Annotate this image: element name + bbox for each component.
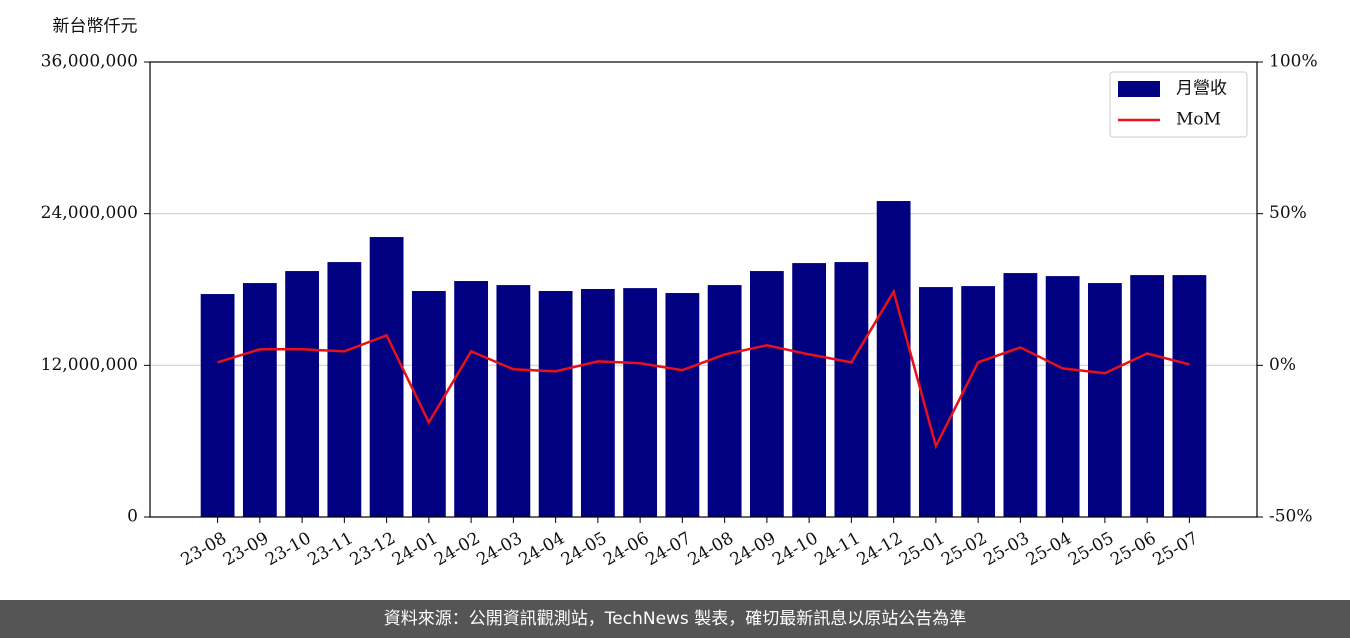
bar — [834, 262, 869, 517]
x-tick-label: 24-12 — [854, 528, 906, 570]
chart: 新台幣仟元 0 12,000,000 24,000,000 36,000,000 -50… — [41, 17, 1318, 571]
bar — [665, 293, 700, 517]
bar — [285, 271, 320, 517]
plot-frame — [149, 61, 1258, 518]
bar — [1087, 283, 1122, 517]
y2-tick-label: 100% — [1269, 52, 1318, 72]
legend-label: 月營收 — [1176, 79, 1227, 99]
line — [217, 288, 1190, 450]
x-tick-label: 24-03 — [473, 528, 525, 570]
bar — [454, 281, 489, 517]
bar — [707, 285, 742, 517]
bar — [580, 288, 615, 517]
x-tick-label: 23-10 — [262, 528, 314, 570]
y-tick-label: 0 — [127, 507, 138, 527]
y-tick-label: 12,000,000 — [41, 355, 138, 375]
bar — [749, 271, 784, 517]
x-tick-label: 25-07 — [1149, 528, 1201, 570]
bar — [876, 201, 911, 517]
x-tick-label: 24-02 — [431, 528, 483, 570]
bar — [1130, 275, 1165, 517]
y2-tick-label: 0% — [1269, 355, 1296, 375]
x-tick-label: 25-05 — [1065, 528, 1117, 570]
bar — [1172, 275, 1207, 517]
bar — [496, 285, 531, 517]
x-tick-label: 24-06 — [600, 528, 652, 570]
y2-tick-label: -50% — [1269, 507, 1313, 527]
x-tick-label: 23-12 — [347, 528, 399, 570]
x-tick-label: 25-02 — [938, 528, 990, 570]
x-tick-label: 25-06 — [1107, 528, 1159, 570]
x-tick-label: 24-07 — [642, 528, 694, 570]
bar — [961, 286, 996, 517]
bar — [327, 262, 362, 517]
x-tick-label: 25-01 — [896, 528, 948, 570]
x-tick-label: 24-10 — [769, 528, 821, 570]
bar — [369, 237, 404, 517]
bar — [242, 283, 277, 517]
bar — [1045, 276, 1080, 517]
x-tick-label: 24-05 — [558, 528, 610, 570]
y-axis-label: 新台幣仟元 — [53, 17, 138, 37]
bar — [1003, 273, 1038, 517]
bar — [538, 291, 573, 517]
footer: 資料來源：公開資訊觀測站，TechNews 製表，確切最新訊息以原站公告為準 — [0, 600, 1350, 638]
x-tick-label: 23-08 — [178, 528, 230, 570]
y2-tick-label: 50% — [1269, 203, 1307, 223]
legend-swatch — [1118, 81, 1160, 97]
x-tick-label: 24-08 — [685, 528, 737, 570]
x-tick-label: 24-04 — [516, 528, 568, 570]
x-tick-label: 23-09 — [220, 528, 272, 570]
y-tick-label: 24,000,000 — [41, 203, 138, 223]
bar — [623, 288, 658, 517]
bar — [200, 294, 235, 517]
legend-label: MoM — [1176, 110, 1221, 130]
x-tick-label: 24-11 — [811, 528, 863, 570]
x-tick-label: 25-03 — [980, 528, 1032, 570]
x-tick-label: 24-09 — [727, 528, 779, 570]
x-tick-label: 24-01 — [389, 528, 441, 570]
x-tick-label: 25-04 — [1023, 528, 1075, 570]
bar — [792, 263, 827, 517]
y-tick-label: 36,000,000 — [41, 52, 138, 72]
x-tick-label: 23-11 — [304, 528, 356, 570]
